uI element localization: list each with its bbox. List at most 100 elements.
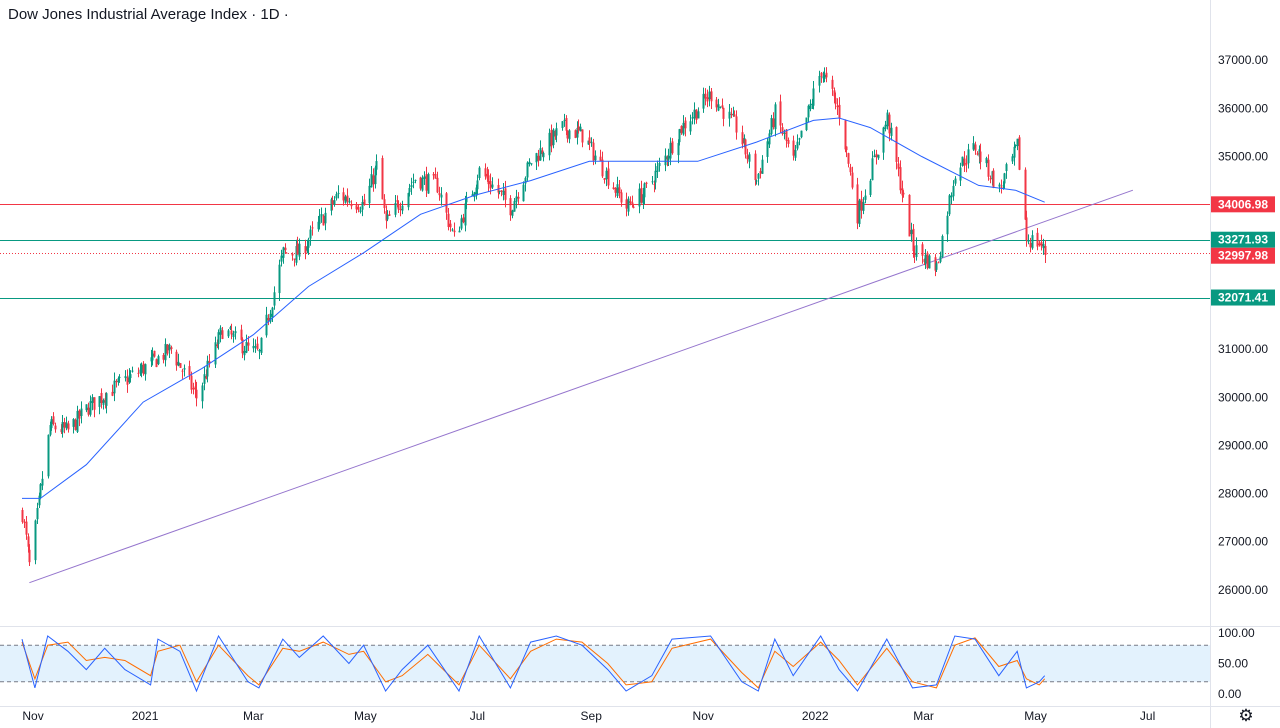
moving-average-line <box>22 117 1045 499</box>
candle-body <box>794 149 797 158</box>
candle-body <box>845 146 848 151</box>
candle-body <box>337 192 340 194</box>
candle-body <box>915 245 918 258</box>
candle-body <box>689 121 692 132</box>
candle-body <box>539 148 542 161</box>
candle-body <box>748 154 751 162</box>
candle-body <box>987 159 990 177</box>
candle-body <box>796 141 799 149</box>
candle-body <box>361 201 364 210</box>
candle-body <box>271 307 274 317</box>
candle-body <box>1027 241 1030 243</box>
candle-body <box>642 194 645 204</box>
candle-body <box>394 202 397 215</box>
candle-body <box>451 229 454 231</box>
x-tick-label: Sep <box>581 709 603 723</box>
candle-body <box>350 204 353 207</box>
candle-body <box>179 363 182 368</box>
candle-body <box>208 361 211 363</box>
candle-body <box>381 158 384 200</box>
candle-body <box>599 156 602 161</box>
candle-body <box>511 210 514 216</box>
candle-body <box>1018 137 1021 170</box>
candle-body <box>614 187 617 193</box>
candle-body <box>98 396 101 407</box>
candle-body <box>436 177 439 193</box>
candle-body <box>528 161 531 165</box>
candle-body <box>871 158 874 181</box>
candle-body <box>697 111 700 119</box>
candle-body <box>23 521 26 523</box>
candle-body <box>87 407 90 415</box>
candle-body <box>515 196 518 202</box>
candle-body <box>998 184 1001 187</box>
candle-body <box>548 132 551 156</box>
candle-body <box>643 183 646 198</box>
candle-body <box>63 421 66 428</box>
candle-body <box>181 370 184 372</box>
candle-body <box>91 397 94 403</box>
candle-body <box>491 184 494 188</box>
candle-body <box>304 245 307 254</box>
candle-body <box>230 330 233 335</box>
candle-body <box>397 204 400 210</box>
candle-body <box>755 180 758 182</box>
candle-body <box>502 190 505 195</box>
candle-body <box>704 93 707 99</box>
candle-body <box>118 376 121 378</box>
x-tick-label: Jul <box>1140 709 1155 723</box>
candle-body <box>168 344 171 351</box>
candle-body <box>535 153 538 163</box>
candle-body <box>190 375 193 390</box>
candle-body <box>359 210 362 212</box>
candle-body <box>192 388 195 390</box>
settings-gear-icon[interactable]: ⚙ <box>1238 706 1254 725</box>
candle-body <box>631 202 634 205</box>
candle-body <box>126 377 129 385</box>
candle-body <box>565 118 568 131</box>
candle-body <box>28 549 31 563</box>
candle-body <box>1016 138 1019 147</box>
candle-body <box>838 104 841 119</box>
candle-body <box>928 255 931 269</box>
candle-body <box>478 167 481 178</box>
x-tick-label: May <box>354 709 377 723</box>
price-level-label: 33271.93 <box>1218 233 1268 247</box>
candle-body <box>1000 186 1003 188</box>
candle-body <box>401 205 404 211</box>
candle-body <box>410 185 413 188</box>
candle-body <box>216 344 219 347</box>
candle-body <box>333 200 336 205</box>
candle-body <box>717 104 720 111</box>
candle-body <box>260 337 263 353</box>
candle-body <box>434 173 437 179</box>
candle-body <box>355 205 358 210</box>
x-tick-label: 2021 <box>132 709 159 723</box>
candle-body <box>140 364 143 373</box>
candle-body <box>93 397 96 410</box>
candle-body <box>766 141 769 157</box>
candle-body <box>847 153 850 164</box>
candle-body <box>607 168 610 186</box>
candle-body <box>487 175 490 185</box>
candle-body <box>746 155 749 160</box>
stochastic-k-line <box>21 634 1046 693</box>
candle-body <box>761 159 764 174</box>
candle-body <box>36 507 39 520</box>
candle-body <box>205 375 208 379</box>
candle-body <box>805 117 808 131</box>
x-tick-label: Nov <box>693 709 714 723</box>
candle-body <box>423 176 426 179</box>
candle-body <box>576 127 579 138</box>
y-tick-label: 28000.00 <box>1218 487 1268 501</box>
candle-body <box>370 174 373 188</box>
candle-body <box>52 416 55 425</box>
candle-body <box>322 215 325 226</box>
candle-body <box>256 343 259 349</box>
candle-body <box>783 132 786 134</box>
candle-body <box>721 105 724 108</box>
candle-body <box>972 143 975 150</box>
candle-body <box>785 129 788 141</box>
candle-body <box>946 215 949 235</box>
